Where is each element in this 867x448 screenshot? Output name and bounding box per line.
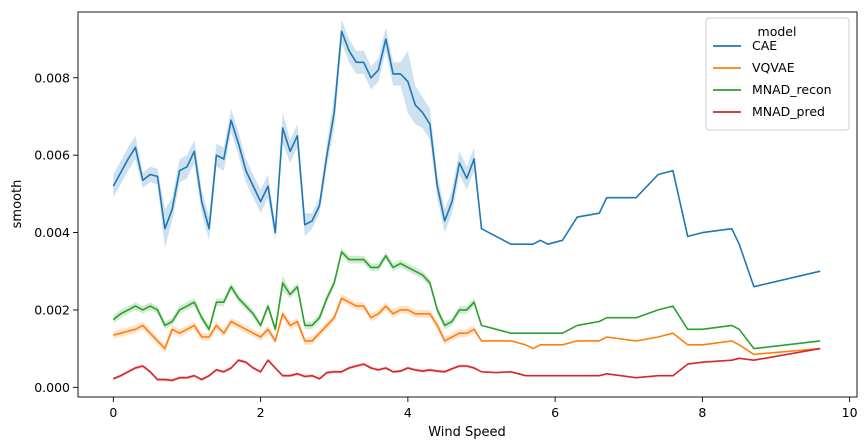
plot-frame bbox=[77, 11, 858, 398]
legend-label-mnad-pred: MNAD_pred bbox=[752, 104, 825, 119]
x-tick-label: 8 bbox=[698, 405, 706, 420]
y-tick-label: 0.004 bbox=[34, 225, 70, 240]
legend-title: model bbox=[758, 24, 797, 39]
line-cae bbox=[112, 30, 821, 288]
legend-box bbox=[705, 17, 850, 131]
y-tick-label: 0.002 bbox=[34, 302, 70, 317]
line-mnad-recon bbox=[112, 251, 821, 350]
legend-label-cae: CAE bbox=[752, 38, 777, 53]
legend: model CAE VQVAE MNAD_recon MNAD_pred bbox=[705, 17, 850, 131]
series-lines bbox=[112, 30, 821, 382]
y-axis-label: smooth bbox=[10, 180, 25, 229]
y-tick-label: 0.008 bbox=[34, 70, 70, 85]
line-mnad-pred bbox=[112, 347, 821, 382]
x-axis: 0 2 4 6 8 10 bbox=[109, 397, 858, 420]
y-tick-label: 0.006 bbox=[34, 148, 70, 163]
y-tick-label: 0.000 bbox=[34, 380, 70, 395]
line-vqvae bbox=[113, 297, 821, 356]
y-axis: 0.000 0.002 0.004 0.006 0.008 bbox=[34, 70, 78, 395]
x-tick-label: 0 bbox=[109, 405, 117, 420]
x-tick-label: 4 bbox=[404, 405, 412, 420]
legend-label-vqvae: VQVAE bbox=[752, 60, 795, 75]
x-axis-label: Wind Speed bbox=[428, 425, 506, 440]
legend-items: CAE VQVAE MNAD_recon MNAD_pred bbox=[713, 38, 832, 119]
x-tick-label: 6 bbox=[551, 405, 559, 420]
x-tick-label: 10 bbox=[842, 405, 858, 420]
legend-label-mnad-recon: MNAD_recon bbox=[752, 82, 832, 97]
x-tick-label: 2 bbox=[257, 405, 265, 420]
